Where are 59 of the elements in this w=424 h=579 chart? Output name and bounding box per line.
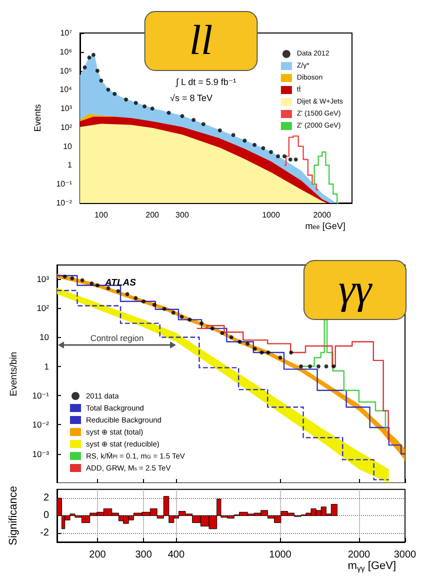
point [90, 281, 94, 286]
y-tick-label: 10³ [60, 104, 72, 114]
y-axis-title: Events/bin [8, 352, 20, 396]
annotation: Control region [90, 333, 144, 343]
annotation: ∫ L dt = 5.9 fb⁻¹ [175, 77, 236, 87]
annotation: γγ [338, 267, 373, 313]
point [125, 292, 130, 296]
x-tick-label: 2000 [313, 210, 332, 220]
y-tick-label: 2 [43, 492, 50, 504]
y-tick-label: 10⁻² [56, 198, 72, 208]
x-tick-label: 1000 [262, 210, 280, 220]
point [62, 274, 67, 279]
annotation: ATLAS [104, 278, 137, 288]
annotation: ll [189, 18, 213, 64]
x-tick-label: 300 [176, 210, 190, 220]
point [106, 286, 110, 290]
point [134, 296, 138, 300]
x-tick-label: 200 [89, 550, 106, 560]
y-tick-label: 10³ [36, 274, 50, 284]
point [152, 302, 156, 307]
point [70, 276, 74, 280]
y-axis-title: Significance [8, 486, 20, 546]
y-tick-label: 10⁶ [60, 47, 72, 56]
y-tick-label: 10⁻¹ [56, 180, 72, 189]
x-tick-label: 300 [135, 550, 152, 560]
y-tick-label: 10⁻³ [32, 448, 50, 459]
point [80, 278, 84, 282]
x-tick-label: 200 [146, 210, 160, 220]
y-tick-label: 10⁵ [60, 66, 72, 76]
point [316, 364, 320, 368]
x-tick-label: 3000 [394, 550, 417, 560]
point [252, 346, 257, 351]
x-tick-label: 1000 [269, 550, 292, 560]
point [188, 318, 192, 322]
point [308, 364, 312, 368]
point [116, 289, 120, 294]
point [171, 310, 176, 315]
y-tick-label: 10 [40, 332, 50, 342]
y-tick-label: 10⁻¹ [32, 390, 50, 401]
point [180, 314, 184, 319]
point [324, 364, 328, 368]
y-tick-label: 10⁷ [60, 28, 72, 38]
y-tick-label: 10⁴ [60, 85, 73, 94]
x-tick-label: 100 [94, 210, 108, 220]
x-tick-label: 2000 [348, 550, 371, 560]
x-tick-label: 400 [168, 550, 185, 560]
point [162, 306, 166, 311]
annotation: √s = 8 TeV [170, 93, 213, 103]
y-tick-label: 10⁻² [32, 420, 50, 430]
y-tick-label: 10² [60, 122, 72, 132]
y-tick-label: 1 [68, 160, 73, 170]
point [298, 364, 303, 368]
y-tick-label: 10² [36, 303, 50, 314]
point [289, 350, 294, 354]
y-tick-label: -2 [40, 528, 50, 539]
y-tick-label: 0 [43, 510, 50, 522]
y-tick-label: 1 [44, 361, 50, 372]
y-tick-label: 10 [63, 142, 73, 151]
y-axis-title: Events [32, 104, 42, 132]
